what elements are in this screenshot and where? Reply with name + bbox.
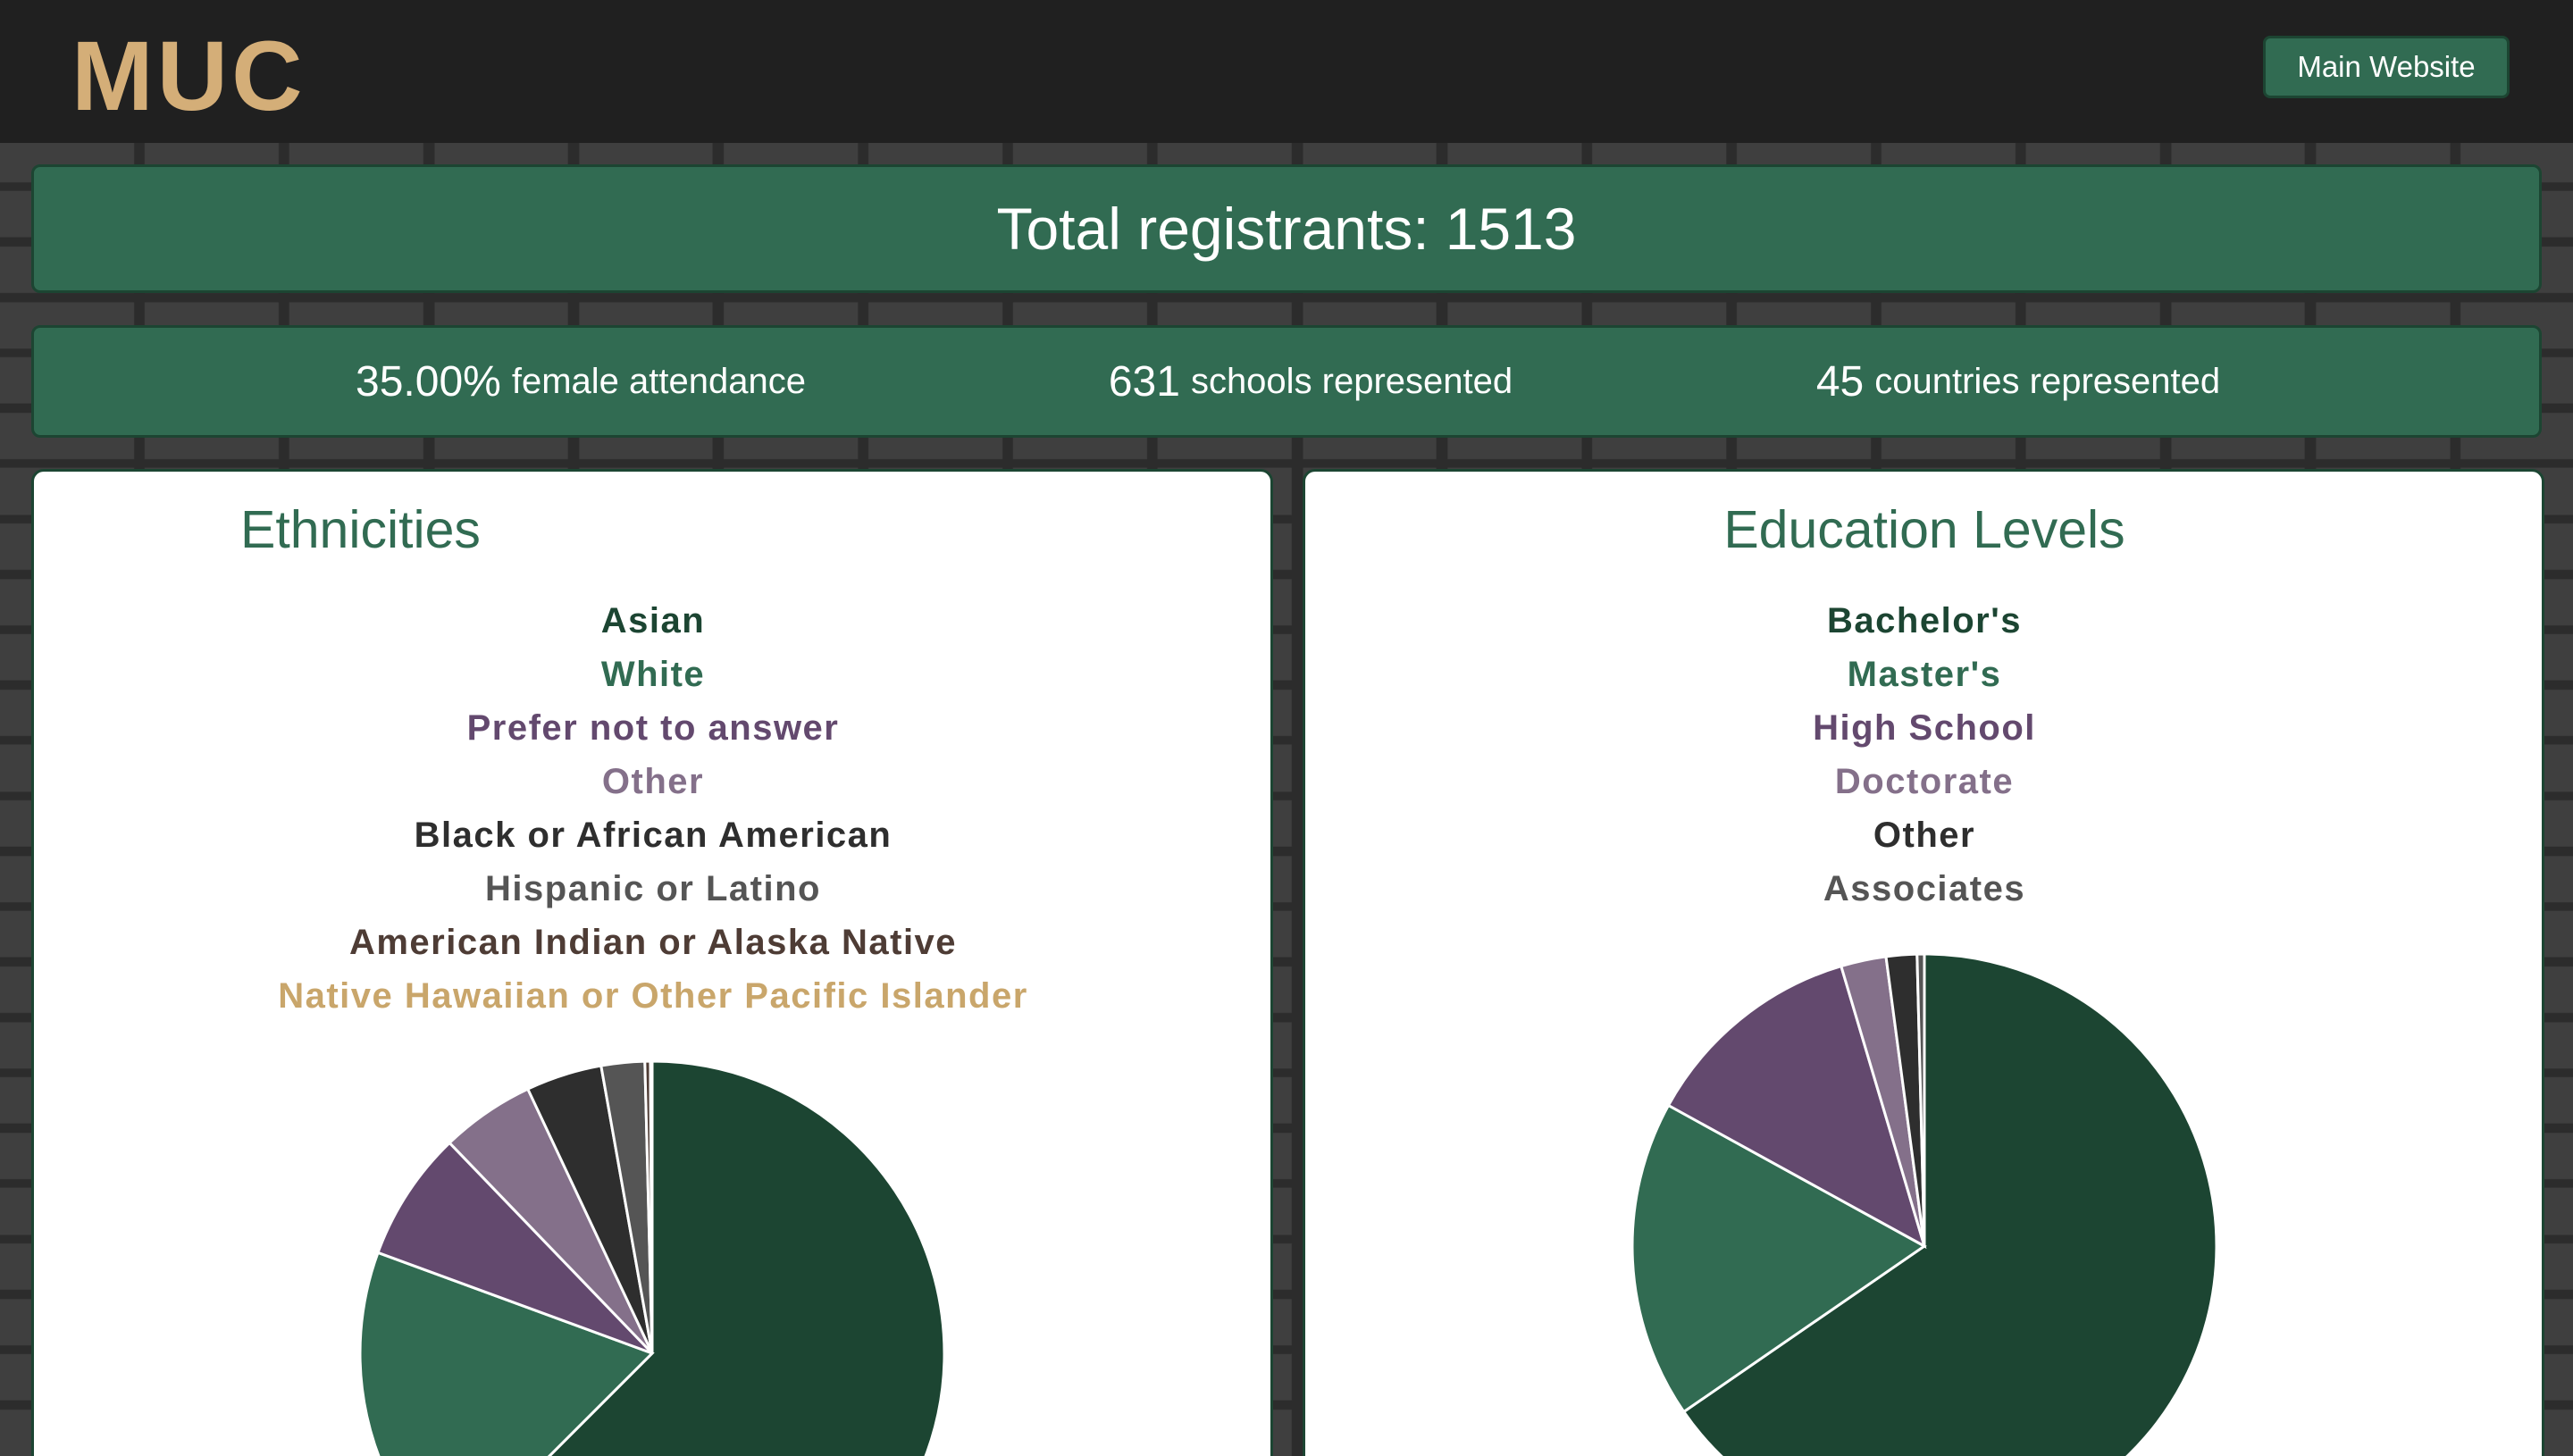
pie-slice [358, 1251, 655, 1456]
legend-entry: High School [1813, 708, 2036, 748]
pie-slice [1915, 952, 1926, 1247]
stat: 35.00% female attendance [356, 328, 806, 435]
chart: Education Levels Bachelor's Master's High S… [1630, 500, 2218, 1456]
legend-entry: Native Hawaiian or Other Pacific Islande… [278, 976, 1028, 1016]
legend-entry: Hispanic or Latino [485, 869, 821, 908]
pie-slice [547, 1059, 946, 1456]
legend-entry: American Indian or Alaska Native [349, 923, 957, 962]
pie-slice [1681, 952, 2218, 1456]
stat-label: countries represented [1874, 361, 2221, 401]
legend-entry: White [601, 655, 705, 694]
total-value: 1513 [1445, 196, 1577, 262]
pie-slice [376, 1141, 654, 1355]
stats-banner: 35.00% female attendance 631 schools repre… [31, 325, 2542, 438]
legend-entry: Other [602, 762, 704, 801]
stat: 45 countries represented [1816, 328, 2220, 435]
legend-entry: Prefer not to answer [467, 708, 840, 748]
chart-card: Education Levels Bachelor's Master's High S… [1303, 469, 2544, 1456]
legend-entry: Doctorate [1835, 762, 2014, 801]
chart: Ethnicities Asian White Prefer not to answe… [240, 500, 1028, 1456]
stat-value: 35.00% [356, 357, 501, 406]
legend-entry: Master's [1848, 655, 2002, 694]
legend-entry: Other [1873, 816, 1975, 855]
legend-entry: Asian [601, 601, 705, 640]
stat-value: 631 [1108, 357, 1180, 406]
stat: 631 schools represented [1109, 328, 1513, 435]
chart-card: Ethnicities Asian White Prefer not to answe… [31, 469, 1273, 1456]
stat-label: female attendance [511, 361, 806, 401]
legend-entry: Bachelor's [1827, 601, 2022, 640]
chart-title: Ethnicities [240, 500, 481, 559]
legend-entry: Black or African American [415, 816, 893, 855]
chart-title: Education Levels [1723, 500, 2125, 559]
stat-label: schools represented [1190, 361, 1513, 401]
logo[interactable]: MUC [71, 21, 306, 131]
total-banner: Total registrants: 1513 [31, 164, 2542, 293]
legend-entry: Associates [1823, 869, 2025, 908]
pie-slice [1666, 964, 1927, 1250]
total-label: Total registrants: [996, 196, 1429, 262]
header: MUC Main Website [0, 0, 2573, 143]
pie-slice [649, 1059, 654, 1354]
main-website-button[interactable]: Main Website [2263, 36, 2510, 98]
pie-slice [1630, 1103, 1927, 1414]
stat-value: 45 [1815, 357, 1865, 406]
